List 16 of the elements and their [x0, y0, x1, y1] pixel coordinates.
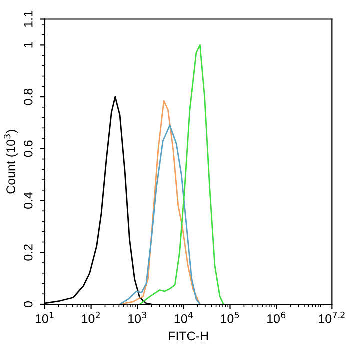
x-tick-label: 10$^{3}$: [128, 312, 147, 324]
y-axis-title: Count (10$^{3}$): [4, 130, 18, 194]
x-tick-label: 10$^{6}$: [268, 312, 286, 324]
x-axis-title: FITC-H: [169, 332, 208, 341]
y-tick-label: 0.8: [24, 88, 33, 106]
x-tick-label: 10$^{7.2}$: [319, 312, 345, 324]
y-tick-label: 1: [24, 42, 33, 48]
y-tick-label: 0.6: [24, 140, 33, 158]
x-tick-label: 10$^{5}$: [221, 312, 240, 324]
x-tick-label: 10$^{1}$: [36, 312, 54, 324]
x-tick-label: 10$^{4}$: [174, 312, 194, 324]
x-tick-label: 10$^{2}$: [82, 312, 100, 324]
y-tick-label: 1.1: [24, 11, 33, 27]
y-tick-label: 0: [24, 302, 33, 308]
y-tick-label: 0.2: [24, 244, 33, 261]
y-tick-label: 0.4: [24, 192, 33, 209]
